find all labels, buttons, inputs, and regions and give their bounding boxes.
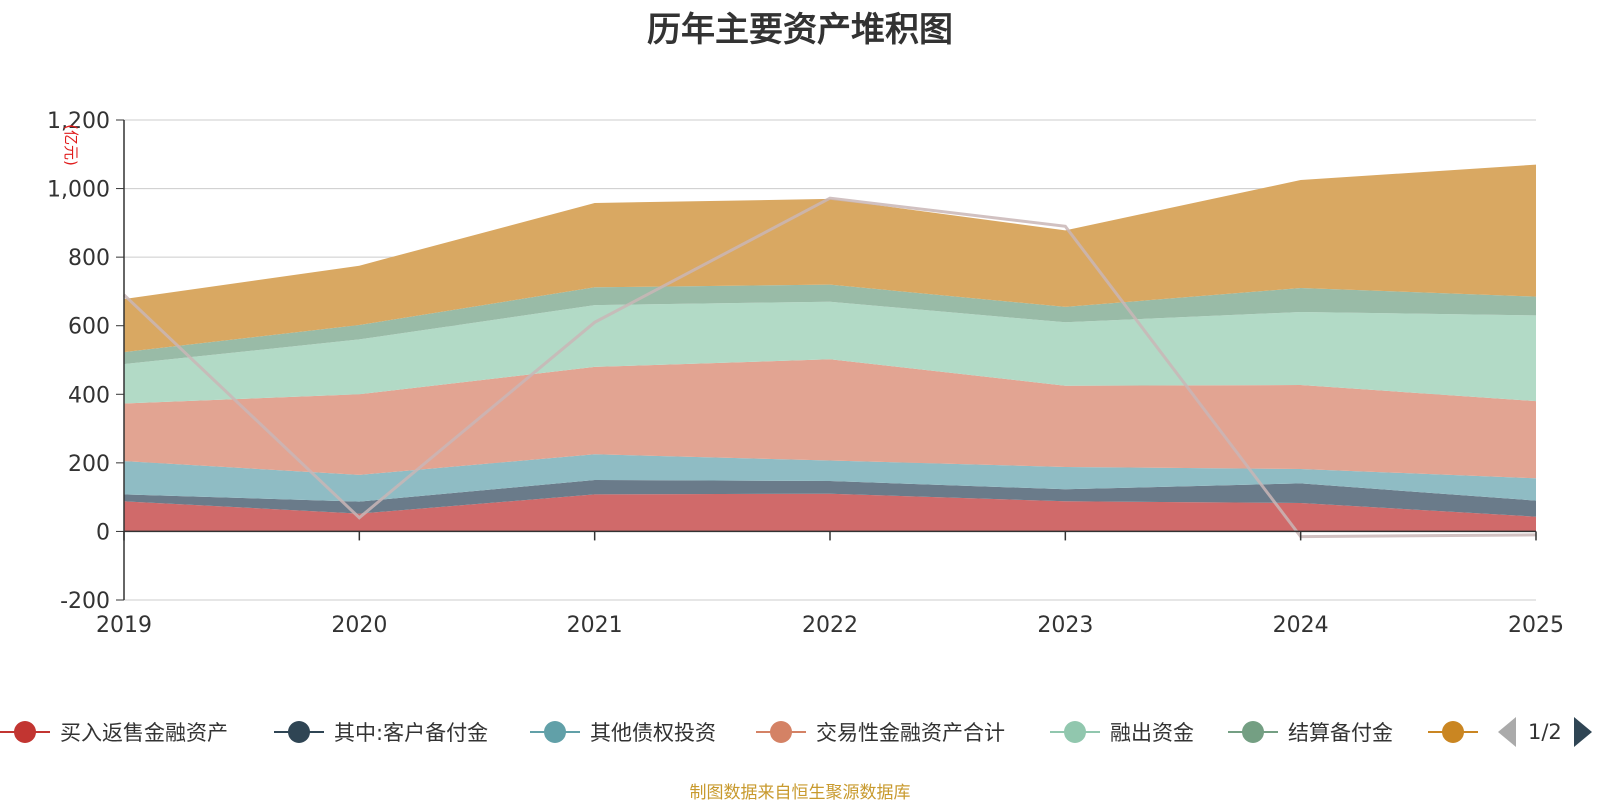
y-tick-label: 200 [68,452,110,477]
y-axis-unit-label: (亿元) [62,124,80,166]
y-tick-label: 600 [68,315,110,340]
legend-item[interactable]: 融出资金 [1050,712,1194,752]
legend-item[interactable] [1428,712,1478,752]
x-tick-label: 2022 [802,613,858,638]
legend-page-indicator: 1/2 [1528,720,1562,744]
legend-symbol-icon [756,712,806,752]
legend-label: 交易性金融资产合计 [816,721,1005,745]
legend-label: 其他债权投资 [590,721,716,745]
stacked-area-chart: -200 0 200 400 600 800 1,000 1,200 2019 2020 2021 2… [47,109,1564,638]
area-其他债权投资 [124,454,1536,502]
area-其中:客户备付金 [124,480,1536,517]
legend-symbol-icon [530,712,580,752]
legend-next-page-icon[interactable] [1573,717,1592,747]
x-tick-label: 2025 [1508,613,1564,638]
x-tick-label: 2024 [1273,613,1329,638]
x-tick-label: 2023 [1037,613,1093,638]
axes: -200 0 200 400 600 800 1,000 1,200 2019 2020 2021 2… [47,109,1564,638]
y-tick-label: 0 [96,520,110,545]
area-其他资产 [124,164,1536,353]
legend-symbol-icon [0,712,50,752]
legend-symbol-icon [1428,712,1478,752]
chart-title: 历年主要资产堆积图 [647,10,953,50]
area-series [124,164,1536,532]
x-tick-label: 2019 [96,613,152,638]
legend: 买入返售金融资产 其中:客户备付金 其他债权投资 交易性金融资产合计 融出资金 结算备付金 [0,712,1600,752]
area-结算备付金 [124,284,1536,365]
legend-symbol-icon [1050,712,1100,752]
legend-item[interactable]: 其他债权投资 [530,712,716,752]
legend-item[interactable]: 结算备付金 [1228,712,1393,752]
legend-symbol-icon [1228,712,1278,752]
legend-label: 其中:客户备付金 [334,721,489,745]
area-买入返售金融资产 [124,493,1536,532]
legend-label: 结算备付金 [1288,721,1393,745]
legend-symbol-icon [274,712,324,752]
legend-item[interactable]: 交易性金融资产合计 [756,712,1005,752]
legend-label: 买入返售金融资产 [60,721,228,745]
legend-pager: 1/2 [1498,712,1592,752]
data-source-note: 制图数据来自恒生聚源数据库 [689,783,911,803]
y-tick-label: 400 [68,383,110,408]
legend-item[interactable]: 买入返售金融资产 [0,712,228,752]
area-交易性金融资产合计 [124,359,1536,479]
x-tick-label: 2021 [567,613,623,638]
y-tick-label: 1,200 [47,109,110,134]
legend-prev-page-icon[interactable] [1498,717,1516,747]
x-tick-label: 2020 [331,613,387,638]
y-tick-label: -200 [60,589,110,614]
legend-item[interactable]: 其中:客户备付金 [274,712,488,752]
legend-label: 融出资金 [1110,721,1194,745]
y-tick-label: 800 [68,246,110,271]
y-tick-label: 1,000 [47,178,110,203]
area-融出资金 [124,301,1536,404]
